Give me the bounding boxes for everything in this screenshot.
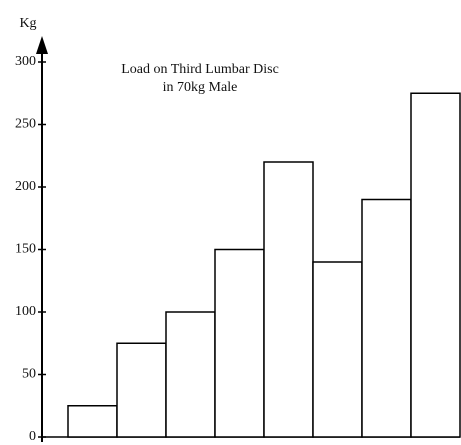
chart-title: Load on Third Lumbar Disc <box>121 62 279 77</box>
y-tick-label: 100 <box>15 304 36 319</box>
bar <box>263 161 314 438</box>
y-tick-label: 50 <box>22 367 36 382</box>
bar <box>214 248 265 438</box>
bar <box>312 261 363 438</box>
bar <box>410 92 461 438</box>
bar <box>165 311 216 438</box>
y-tick-label: 0 <box>29 429 36 444</box>
chart-title: in 70kg Male <box>163 80 238 95</box>
y-tick-label: 300 <box>15 54 36 69</box>
bar <box>67 405 118 438</box>
y-tick-label: 200 <box>15 179 36 194</box>
y-axis-label: Kg <box>19 16 36 31</box>
bar <box>116 342 167 438</box>
y-tick-label: 250 <box>15 117 36 132</box>
y-tick-label: 150 <box>15 242 36 257</box>
bar <box>361 198 412 438</box>
axis-arrow <box>36 36 48 54</box>
